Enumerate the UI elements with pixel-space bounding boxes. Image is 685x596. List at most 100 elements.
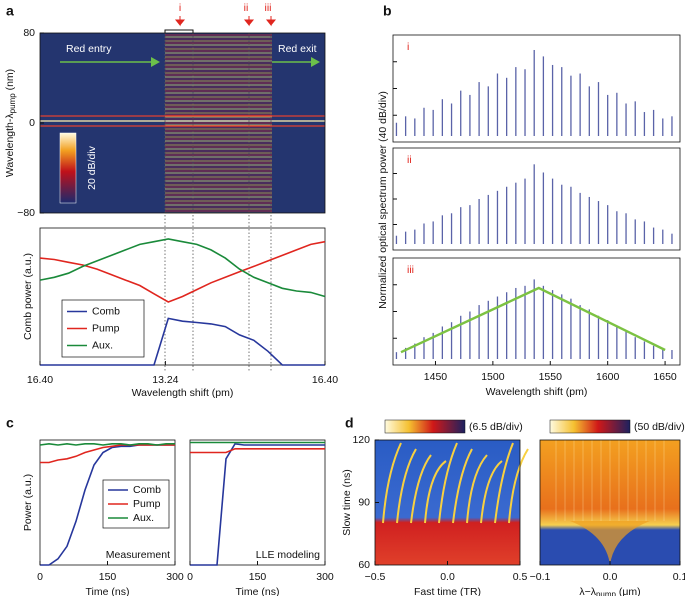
x-tick-label: 0.5	[513, 571, 528, 583]
bracket	[164, 29, 194, 33]
arrow-head	[311, 57, 320, 67]
x-tick-label: 0	[187, 571, 193, 583]
marker-label: ii	[244, 2, 249, 14]
x-axis-label: Wavelength shift (pm)	[132, 387, 234, 399]
x-tick-label: 1650	[653, 371, 677, 383]
heatmap-trace	[438, 442, 458, 524]
annotation: Red entry	[66, 43, 112, 55]
plot-frame	[189, 439, 326, 566]
colorbar	[59, 132, 77, 204]
x-axis-label-part: (μm)	[616, 586, 641, 596]
x-axis-label: λ−λpump (μm)	[579, 586, 640, 596]
y-tick-label: 0	[29, 117, 35, 129]
x-tick-label: 16.40	[312, 374, 338, 386]
series-line	[39, 240, 326, 303]
y-tick-label: −80	[17, 207, 35, 219]
marker-arrow	[243, 16, 255, 27]
series-line	[190, 448, 325, 454]
x-tick-label: 16.40	[27, 374, 53, 386]
colorbar-label: (6.5 dB/div)	[469, 421, 523, 433]
heatmap-trace	[508, 448, 529, 524]
y-axis-label-part: Wavelength-λ	[4, 113, 16, 178]
x-tick-label: 0.0	[440, 571, 455, 583]
y-tick-label: 90	[358, 496, 370, 508]
x-tick-label: 1500	[481, 371, 505, 383]
marker-label: i	[179, 2, 181, 14]
x-tick-label: 0	[37, 571, 43, 583]
y-tick-label: 80	[23, 27, 35, 39]
heatmap-trace	[396, 448, 417, 524]
legend-label: Comb	[92, 305, 120, 317]
spectrum-label: ii	[407, 154, 412, 166]
legend-label: Pump	[133, 498, 161, 510]
y-axis-label: Slow time (ns)	[341, 469, 353, 536]
series-line	[40, 444, 175, 464]
legend-label: Pump	[92, 322, 120, 334]
y-axis-label-part: pump	[8, 93, 17, 114]
marker-arrow	[265, 16, 277, 27]
heatmap-trace	[452, 448, 473, 524]
x-axis-label-part: pump	[596, 590, 617, 596]
heatmap-trace	[410, 454, 432, 524]
heatmap-trace	[424, 460, 447, 524]
heatmap-trace	[570, 521, 650, 565]
marker-arrow	[174, 16, 186, 27]
marker-label: iii	[265, 2, 272, 14]
x-axis-label: Wavelength shift (pm)	[486, 386, 588, 398]
x-tick-label: −0.1	[530, 571, 551, 583]
panel-letter: b	[383, 3, 392, 19]
plot-frame	[392, 147, 681, 251]
colorbar-label: 20 dB/div	[86, 145, 98, 190]
y-axis-label-part: (nm)	[4, 69, 16, 94]
plot-frame	[392, 257, 681, 366]
annotation: Measurement	[106, 549, 170, 561]
x-tick-label: 1450	[424, 371, 448, 383]
heatmap-trace	[466, 454, 488, 524]
x-axis-label-part: Fast time (TR)	[414, 586, 481, 596]
x-tick-label: −0.5	[365, 571, 386, 583]
series-line	[190, 442, 325, 566]
x-tick-label: 300	[166, 571, 184, 583]
heatmap-trace	[494, 442, 514, 524]
y-axis-label: Power (a.u.)	[22, 474, 34, 531]
y-tick-label: 120	[352, 434, 370, 446]
series-line	[39, 238, 326, 298]
annotation: LLE modeling	[256, 549, 320, 561]
colorbar-label: (50 dB/div)	[634, 421, 685, 433]
colorbar	[384, 419, 466, 434]
x-tick-label: 1600	[596, 371, 620, 383]
annotation: Red exit	[278, 43, 317, 55]
x-axis-label-part: λ−λ	[579, 586, 596, 596]
panel-letter: a	[6, 3, 14, 19]
legend-label: Comb	[133, 484, 161, 496]
series-line	[39, 442, 175, 446]
x-axis-label: Fast time (TR)	[414, 586, 481, 596]
colorbar	[549, 419, 631, 434]
x-axis-label: Time (ns)	[236, 586, 280, 596]
y-tick-label: 60	[358, 559, 370, 571]
x-tick-label: 0.1	[673, 571, 685, 583]
panel-letter: c	[6, 415, 14, 431]
series-line	[40, 317, 325, 366]
x-tick-label: 150	[249, 571, 267, 583]
panel-letter: d	[345, 415, 354, 431]
legend-label: Aux.	[133, 512, 154, 524]
x-axis-label: Time (ns)	[86, 586, 130, 596]
x-tick-label: 0.0	[603, 571, 618, 583]
legend-label: Aux.	[92, 339, 113, 351]
y-axis-label: Comb power (a.u.)	[22, 253, 34, 340]
heatmap-trace	[382, 442, 402, 524]
fit-line	[400, 286, 666, 354]
y-axis-label: Wavelength-λpump (nm)	[4, 69, 17, 177]
plot-frame	[392, 34, 681, 143]
x-tick-label: 13.24	[152, 374, 178, 386]
y-axis-label: Normalized optical spectrum power (40 dB…	[377, 91, 389, 309]
x-tick-label: 1550	[539, 371, 563, 383]
heatmap-trace	[480, 460, 503, 524]
arrow-head	[151, 57, 160, 67]
x-tick-label: 150	[99, 571, 117, 583]
x-tick-label: 300	[316, 571, 334, 583]
spectrum-label: iii	[407, 264, 414, 276]
spectrum-label: i	[407, 41, 409, 53]
